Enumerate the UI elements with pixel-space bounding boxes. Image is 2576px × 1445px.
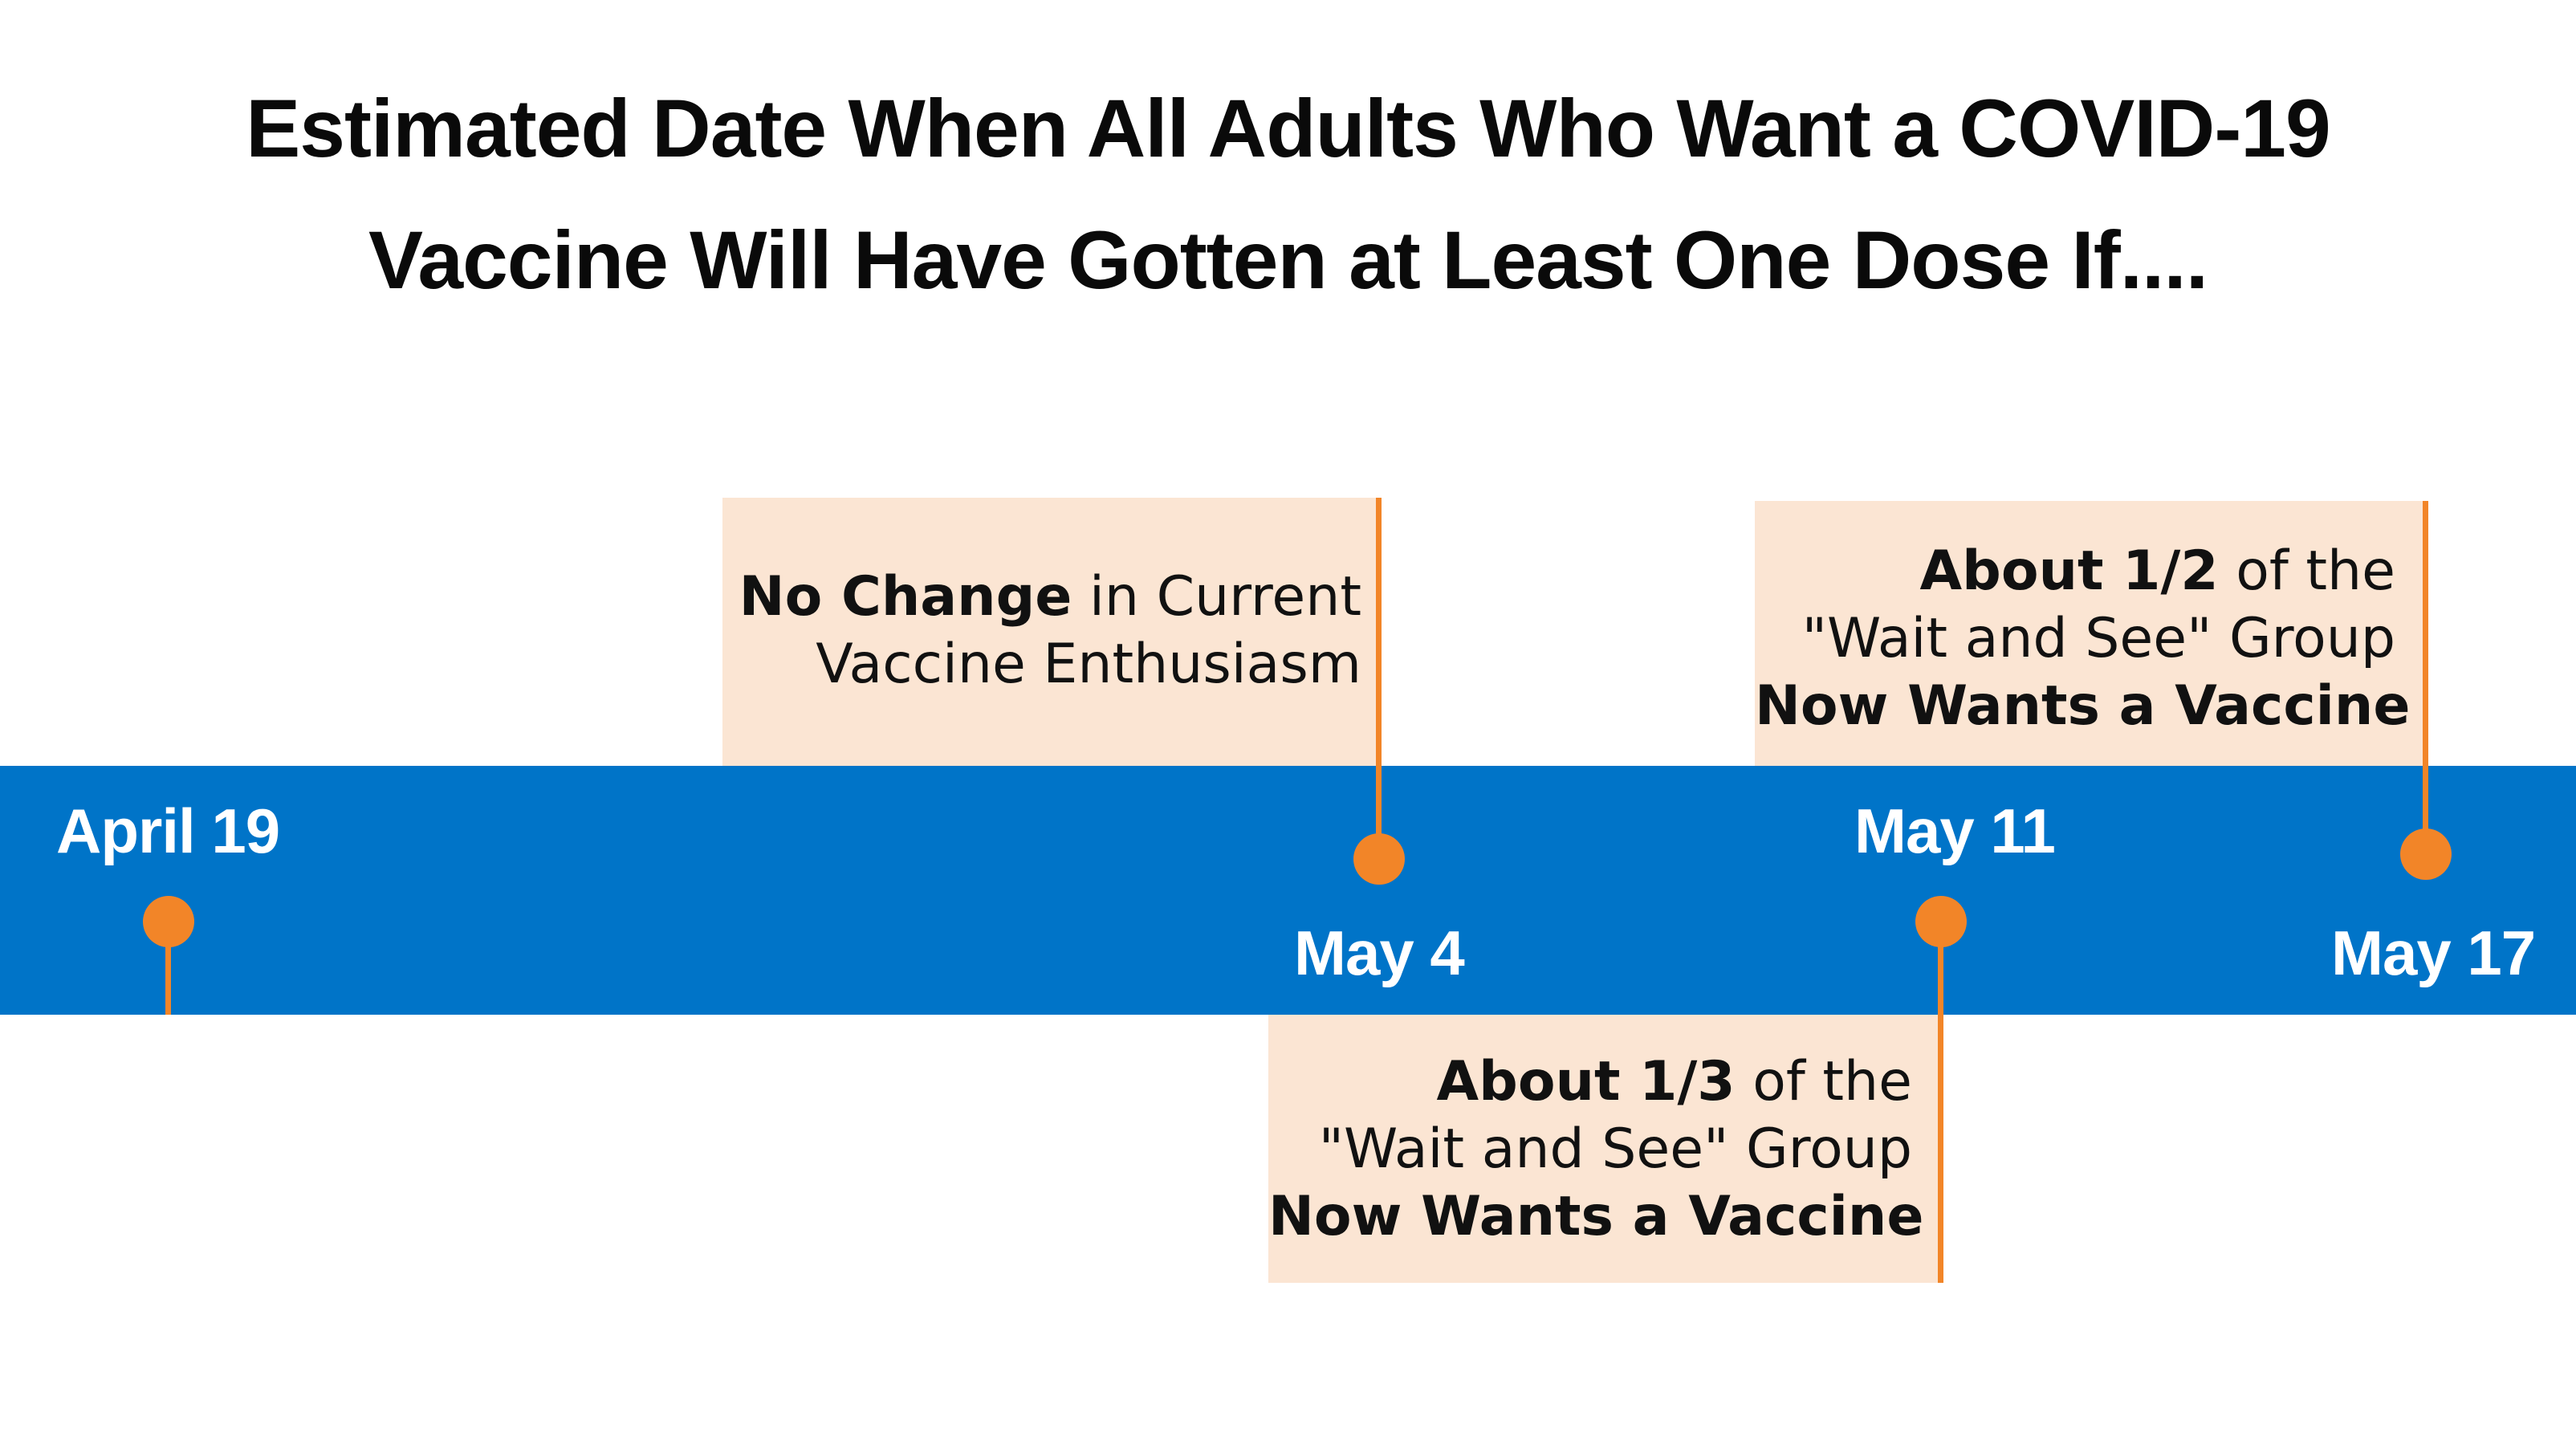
callout-one-third-bold-3: Now Wants a Vaccine bbox=[1268, 1185, 1924, 1248]
marker-april-19 bbox=[143, 896, 194, 947]
callout-one-half-line-1: About 1/2 of the bbox=[1755, 538, 2395, 605]
callout-one-half: About 1/2 of the "Wait and See" Group No… bbox=[1755, 501, 2426, 766]
marker-may-4 bbox=[1353, 833, 1405, 885]
stem-may-4 bbox=[1376, 498, 1382, 859]
callout-one-third: About 1/3 of the "Wait and See" Group No… bbox=[1268, 1015, 1943, 1283]
callout-no-change: No Change in Current Vaccine Enthusiasm bbox=[722, 498, 1379, 766]
callout-one-half-text-1: of the bbox=[2218, 539, 2395, 603]
callout-one-third-text-1: of the bbox=[1735, 1050, 1912, 1113]
title-line-1: Estimated Date When All Adults Who Want … bbox=[246, 83, 2331, 174]
callout-one-third-bold: About 1/3 bbox=[1436, 1050, 1736, 1113]
callout-one-third-line-2: "Wait and See" Group bbox=[1318, 1117, 1912, 1181]
date-label-april-19: April 19 bbox=[56, 796, 280, 866]
callout-one-half-line-3: Now Wants a Vaccine bbox=[1755, 673, 2410, 740]
stem-may-11 bbox=[1938, 922, 1943, 1283]
stem-may-17 bbox=[2423, 501, 2428, 856]
callout-no-change-bold: No Change bbox=[739, 565, 1072, 629]
date-label-may-4: May 4 bbox=[1294, 918, 1465, 988]
callout-one-half-line-2: "Wait and See" Group bbox=[1801, 607, 2395, 670]
marker-may-17 bbox=[2400, 828, 2452, 880]
callout-one-third-line-3: Now Wants a Vaccine bbox=[1268, 1183, 1923, 1251]
callout-one-third-line-1: About 1/3 of the bbox=[1268, 1048, 1912, 1116]
chart-title: Estimated Date When All Adults Who Want … bbox=[0, 63, 2576, 326]
date-label-may-11: May 11 bbox=[1854, 796, 2056, 866]
stem-april-19 bbox=[165, 922, 171, 1015]
timeline-band bbox=[0, 766, 2576, 1015]
callout-one-half-bold: About 1/2 bbox=[1919, 539, 2219, 603]
marker-may-11 bbox=[1915, 896, 1967, 947]
date-label-may-17: May 17 bbox=[2331, 918, 2536, 988]
title-line-2: Vaccine Will Have Gotten at Least One Do… bbox=[368, 214, 2208, 306]
callout-one-half-bold-3: Now Wants a Vaccine bbox=[1755, 674, 2411, 738]
callout-no-change-text-1: in Current bbox=[1072, 565, 1361, 629]
callout-no-change-line-2: Vaccine Enthusiasm bbox=[816, 633, 1361, 696]
callout-no-change-line-1: No Change in Current bbox=[722, 564, 1361, 631]
